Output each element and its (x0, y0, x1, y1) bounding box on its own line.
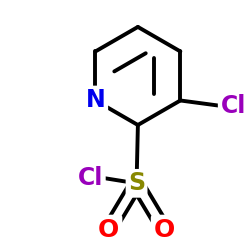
Text: S: S (128, 171, 145, 195)
Text: Cl: Cl (221, 94, 246, 118)
Text: O: O (98, 218, 119, 242)
Text: O: O (154, 218, 175, 242)
Text: Cl: Cl (78, 166, 103, 190)
Text: N: N (86, 88, 105, 112)
